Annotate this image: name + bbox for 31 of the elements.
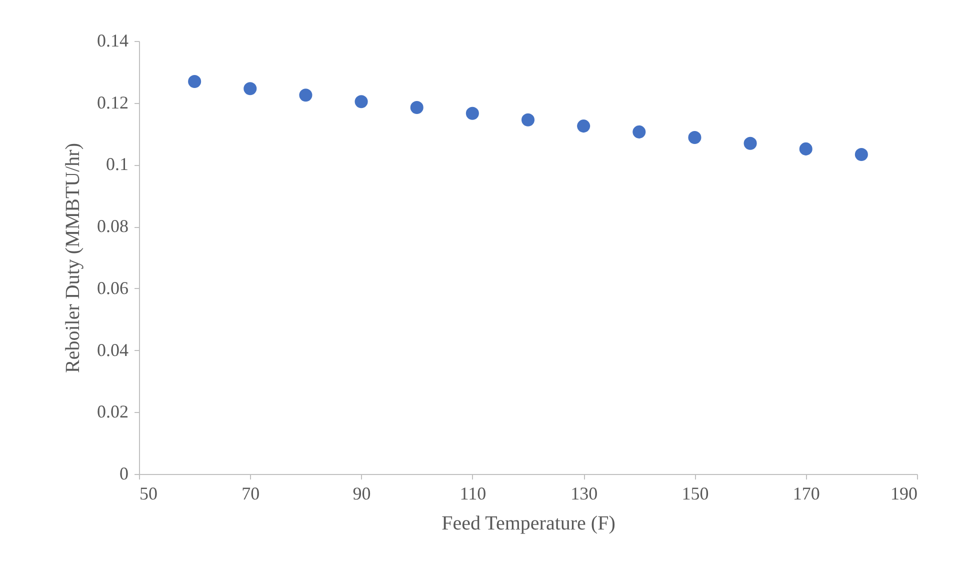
x-tick-label: 150: [682, 484, 709, 504]
x-tick-label: 50: [140, 484, 158, 504]
point: [299, 88, 312, 102]
x-tick-label: 170: [792, 484, 820, 504]
point: [244, 82, 257, 96]
point: [688, 130, 702, 144]
x-tick-label: 130: [570, 484, 598, 504]
point: [854, 148, 868, 162]
y-tick-label: 0.1: [106, 154, 128, 174]
x-tick-label: 90: [352, 484, 371, 504]
x-tick-label: 70: [242, 484, 260, 504]
point: [354, 95, 368, 108]
point: [188, 75, 202, 88]
point: [577, 120, 590, 133]
y-tick-label: 0.06: [97, 278, 128, 298]
y-tick-label: 0.12: [97, 92, 128, 112]
point: [521, 113, 535, 126]
point: [799, 142, 812, 156]
point: [632, 125, 646, 138]
x-axis-title: Feed Temperature (F): [442, 512, 616, 534]
y-tick-label: 0.14: [97, 30, 128, 50]
y-tick-label: 0: [120, 464, 128, 484]
x-tick-label: 190: [890, 484, 918, 504]
point: [410, 100, 424, 114]
x-tick-label: 110: [460, 484, 486, 504]
y-tick-label: 0.02: [97, 402, 128, 422]
y-tick-label: 0.04: [97, 340, 128, 360]
point: [466, 106, 479, 120]
point: [744, 136, 757, 150]
y-tick-label: 0.08: [97, 216, 128, 236]
y-axis-title: Reboiler Duty (MMBTU/hr): [62, 143, 84, 373]
